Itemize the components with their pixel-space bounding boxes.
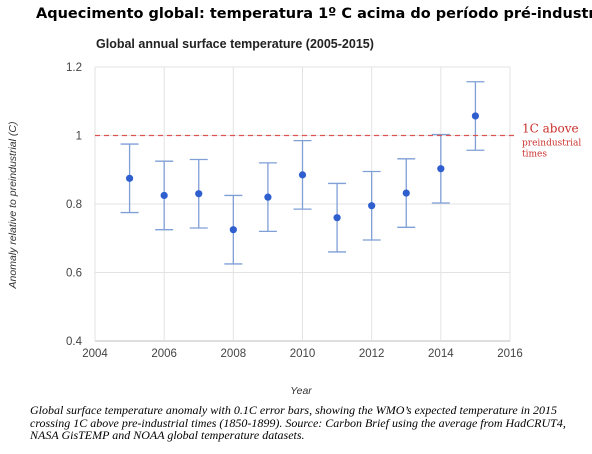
data-point [333, 214, 341, 222]
y-tick-label: 0.6 [66, 268, 82, 280]
reference-line-label: times [522, 150, 547, 160]
page-heading: Aquecimento global: temperatura 1º C aci… [36, 6, 592, 22]
x-tick-label: 2014 [428, 348, 454, 360]
y-tick-label: 1 [76, 131, 82, 143]
y-tick-label: 0.8 [66, 199, 82, 211]
x-tick-label: 2006 [151, 348, 177, 360]
data-point [368, 202, 376, 210]
x-tick-label: 2004 [82, 348, 108, 360]
x-axis-title: Year [290, 385, 312, 397]
data-point [229, 226, 237, 234]
data-point [195, 190, 203, 198]
data-point [471, 112, 480, 120]
data-point [125, 174, 134, 182]
data-point [264, 193, 272, 201]
data-point [437, 165, 445, 173]
y-tick-label: 1.2 [66, 62, 82, 74]
x-tick-label: 2010 [290, 348, 316, 360]
y-axis-title: Anomaly relative to preindustrial (C) [7, 122, 19, 290]
data-point [298, 171, 307, 179]
chart-title: Global annual surface temperature (2005-… [96, 37, 374, 51]
reference-line-label: 1C above [522, 122, 579, 136]
tick-labels: 0.4 0.6 0.8 1 1.2 2004 2006 2008 2010 2012 2014 201… [66, 62, 523, 360]
figure-caption: Global surface temperature anomaly with … [30, 403, 566, 442]
data-points [125, 112, 480, 234]
data-point [160, 191, 168, 200]
x-tick-label: 2012 [359, 348, 385, 360]
y-tick-label: 0.4 [66, 336, 83, 348]
data-point [402, 189, 410, 197]
x-tick-label: 2008 [221, 348, 247, 360]
reference-line-label: preindustrial [522, 139, 581, 149]
x-tick-label: 2016 [497, 348, 523, 360]
